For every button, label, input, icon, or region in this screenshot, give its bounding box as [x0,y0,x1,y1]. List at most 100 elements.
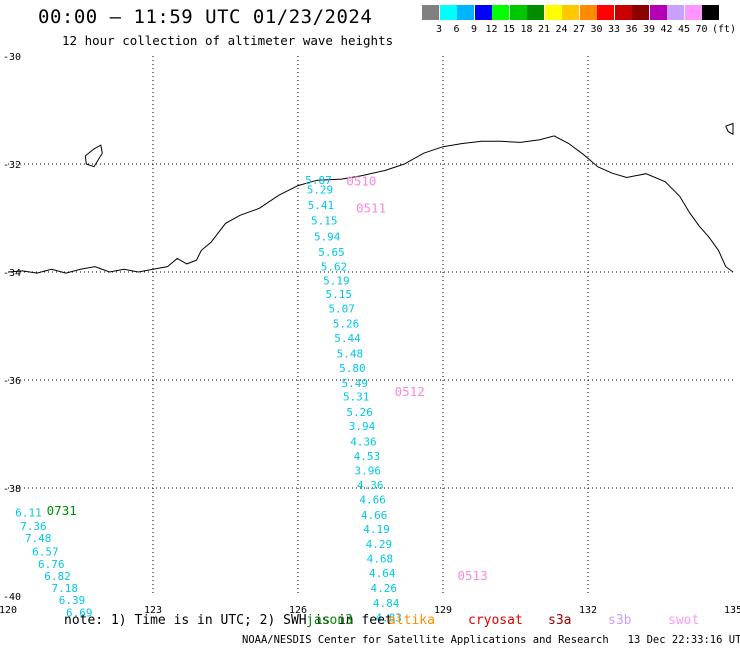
pass-id-label: 0731 [47,503,77,518]
color-scale-label: 18 [520,24,533,35]
pass-id-label: 0512 [395,384,425,399]
satellite-legend-altika: altika [388,613,435,628]
swh-value: 5.49 [342,377,369,390]
axis-labels: -30 -32 -34 -36 -38 -40 120 123 126 129 132 135 [0,52,740,616]
swh-value: 5.15 [311,214,338,227]
island-outline [725,122,734,136]
swh-value: 4.66 [361,509,388,522]
color-swatch [492,5,509,20]
longitude-label: 126 [289,605,307,616]
longitude-label: 129 [434,605,452,616]
swh-value: 5.26 [346,406,373,419]
swh-value: 5.44 [334,332,361,345]
color-scale-unit: (ft) [712,24,737,35]
color-swatch [439,5,457,20]
satellite-legend-cryosat: cryosat [468,613,523,628]
satellite-legend-s3a: s3a [548,613,572,628]
island-outline [84,144,103,168]
map-grid [8,56,733,596]
color-scale-label: 9 [470,24,478,35]
color-swatch [649,5,667,20]
pass-id-label: 0511 [356,201,386,216]
color-swatch [457,5,474,20]
color-scale-label: 70 [695,24,708,35]
footer: NOAA/NESDIS Center for Satellite Applica… [242,634,740,646]
swh-value: 4.36 [357,479,384,492]
swh-value: 7.18 [52,582,79,595]
swh-value: 6.69 [66,607,93,620]
swh-value: 6.11 [15,507,42,520]
swh-value: 7.36 [20,520,47,533]
color-scale-label: 15 [502,24,516,35]
color-swatch [579,5,597,20]
swh-value: 4.53 [354,450,381,463]
color-scale-label: 27 [572,24,586,35]
swh-value: 4.26 [371,582,398,595]
color-scale-label: 33 [607,24,621,35]
swh-value: 6.76 [38,558,65,571]
swh-value: 7.48 [25,532,51,545]
color-scale-label: 42 [660,24,673,35]
satellite-legend-jason3: jason3 [306,613,353,628]
swh-value: 4.29 [366,538,393,551]
color-swatch [544,5,562,20]
latitude-label: -38 [3,484,21,495]
swh-value: 6.57 [32,546,59,559]
color-scale-label: 3 [435,24,443,35]
swh-value: 5.26 [333,318,360,331]
swh-value: 4.83 [375,611,402,624]
swh-value: 4.66 [359,494,386,507]
color-swatch [632,5,649,20]
swh-value: 4.64 [369,567,396,580]
color-swatch [684,5,702,20]
color-swatch [474,5,492,20]
color-swatch [597,5,614,20]
color-scale-label: 36 [625,24,638,35]
swh-value: 5.41 [308,199,335,212]
color-swatch [702,5,719,20]
page-title: 00:00 – 11:59 UTC 01/23/2024 [38,6,373,28]
footer-timestamp: 13 Dec 22:33:16 UTC 2024 [627,634,740,646]
color-scale-label: 24 [555,24,568,35]
color-scale-label: 45 [677,24,691,35]
latitude-label: -40 [3,592,21,603]
pass-id-label: 0510 [346,174,376,189]
longitude-label: 135 [724,605,740,616]
pass-id-label: 0513 [458,568,488,583]
swh-value: 4.36 [350,435,377,448]
satellite-legend-swot: swot [668,613,700,628]
swh-value: 5.80 [339,362,366,375]
color-scale-label: 6 [453,24,460,35]
swh-value: 5.94 [314,231,341,244]
swh-value: 5.65 [318,246,345,259]
swh-tracks: 5.875.295.415.155.945.655.625.195.155.07… [15,174,487,625]
swh-value: 5.29 [307,184,334,197]
swh-value: 5.62 [321,260,348,273]
satellite-legend-s3b: s3b [608,613,632,628]
coastline [7,122,734,274]
footer-agency: NOAA/NESDIS Center for Satellite Applica… [242,634,609,646]
page-subtitle: 12 hour collection of altimeter wave hei… [62,33,394,48]
color-scale-label: 21 [537,24,551,35]
swh-value: 5.15 [326,288,353,301]
swh-value: 5.48 [337,347,364,360]
latitude-label: -34 [3,268,21,279]
color-swatch [667,5,684,20]
latitude-label: -36 [3,376,21,387]
swh-value: 6.82 [44,570,71,583]
latitude-label: -30 [3,52,21,63]
swh-value: 3.96 [355,465,382,478]
swh-value: 5.31 [343,391,370,404]
longitude-label: 120 [0,605,17,616]
swh-value: 6.39 [59,594,86,607]
australia-coastline [7,135,734,274]
longitude-label: 123 [144,605,162,616]
color-swatch [422,5,439,20]
swh-value: 5.19 [323,274,350,287]
note-text: note: 1) Time is in UTC; 2) SWH is in fe… [64,613,393,628]
latitude-label: -32 [3,160,21,171]
color-swatch [527,5,544,20]
color-swatch [614,5,632,20]
